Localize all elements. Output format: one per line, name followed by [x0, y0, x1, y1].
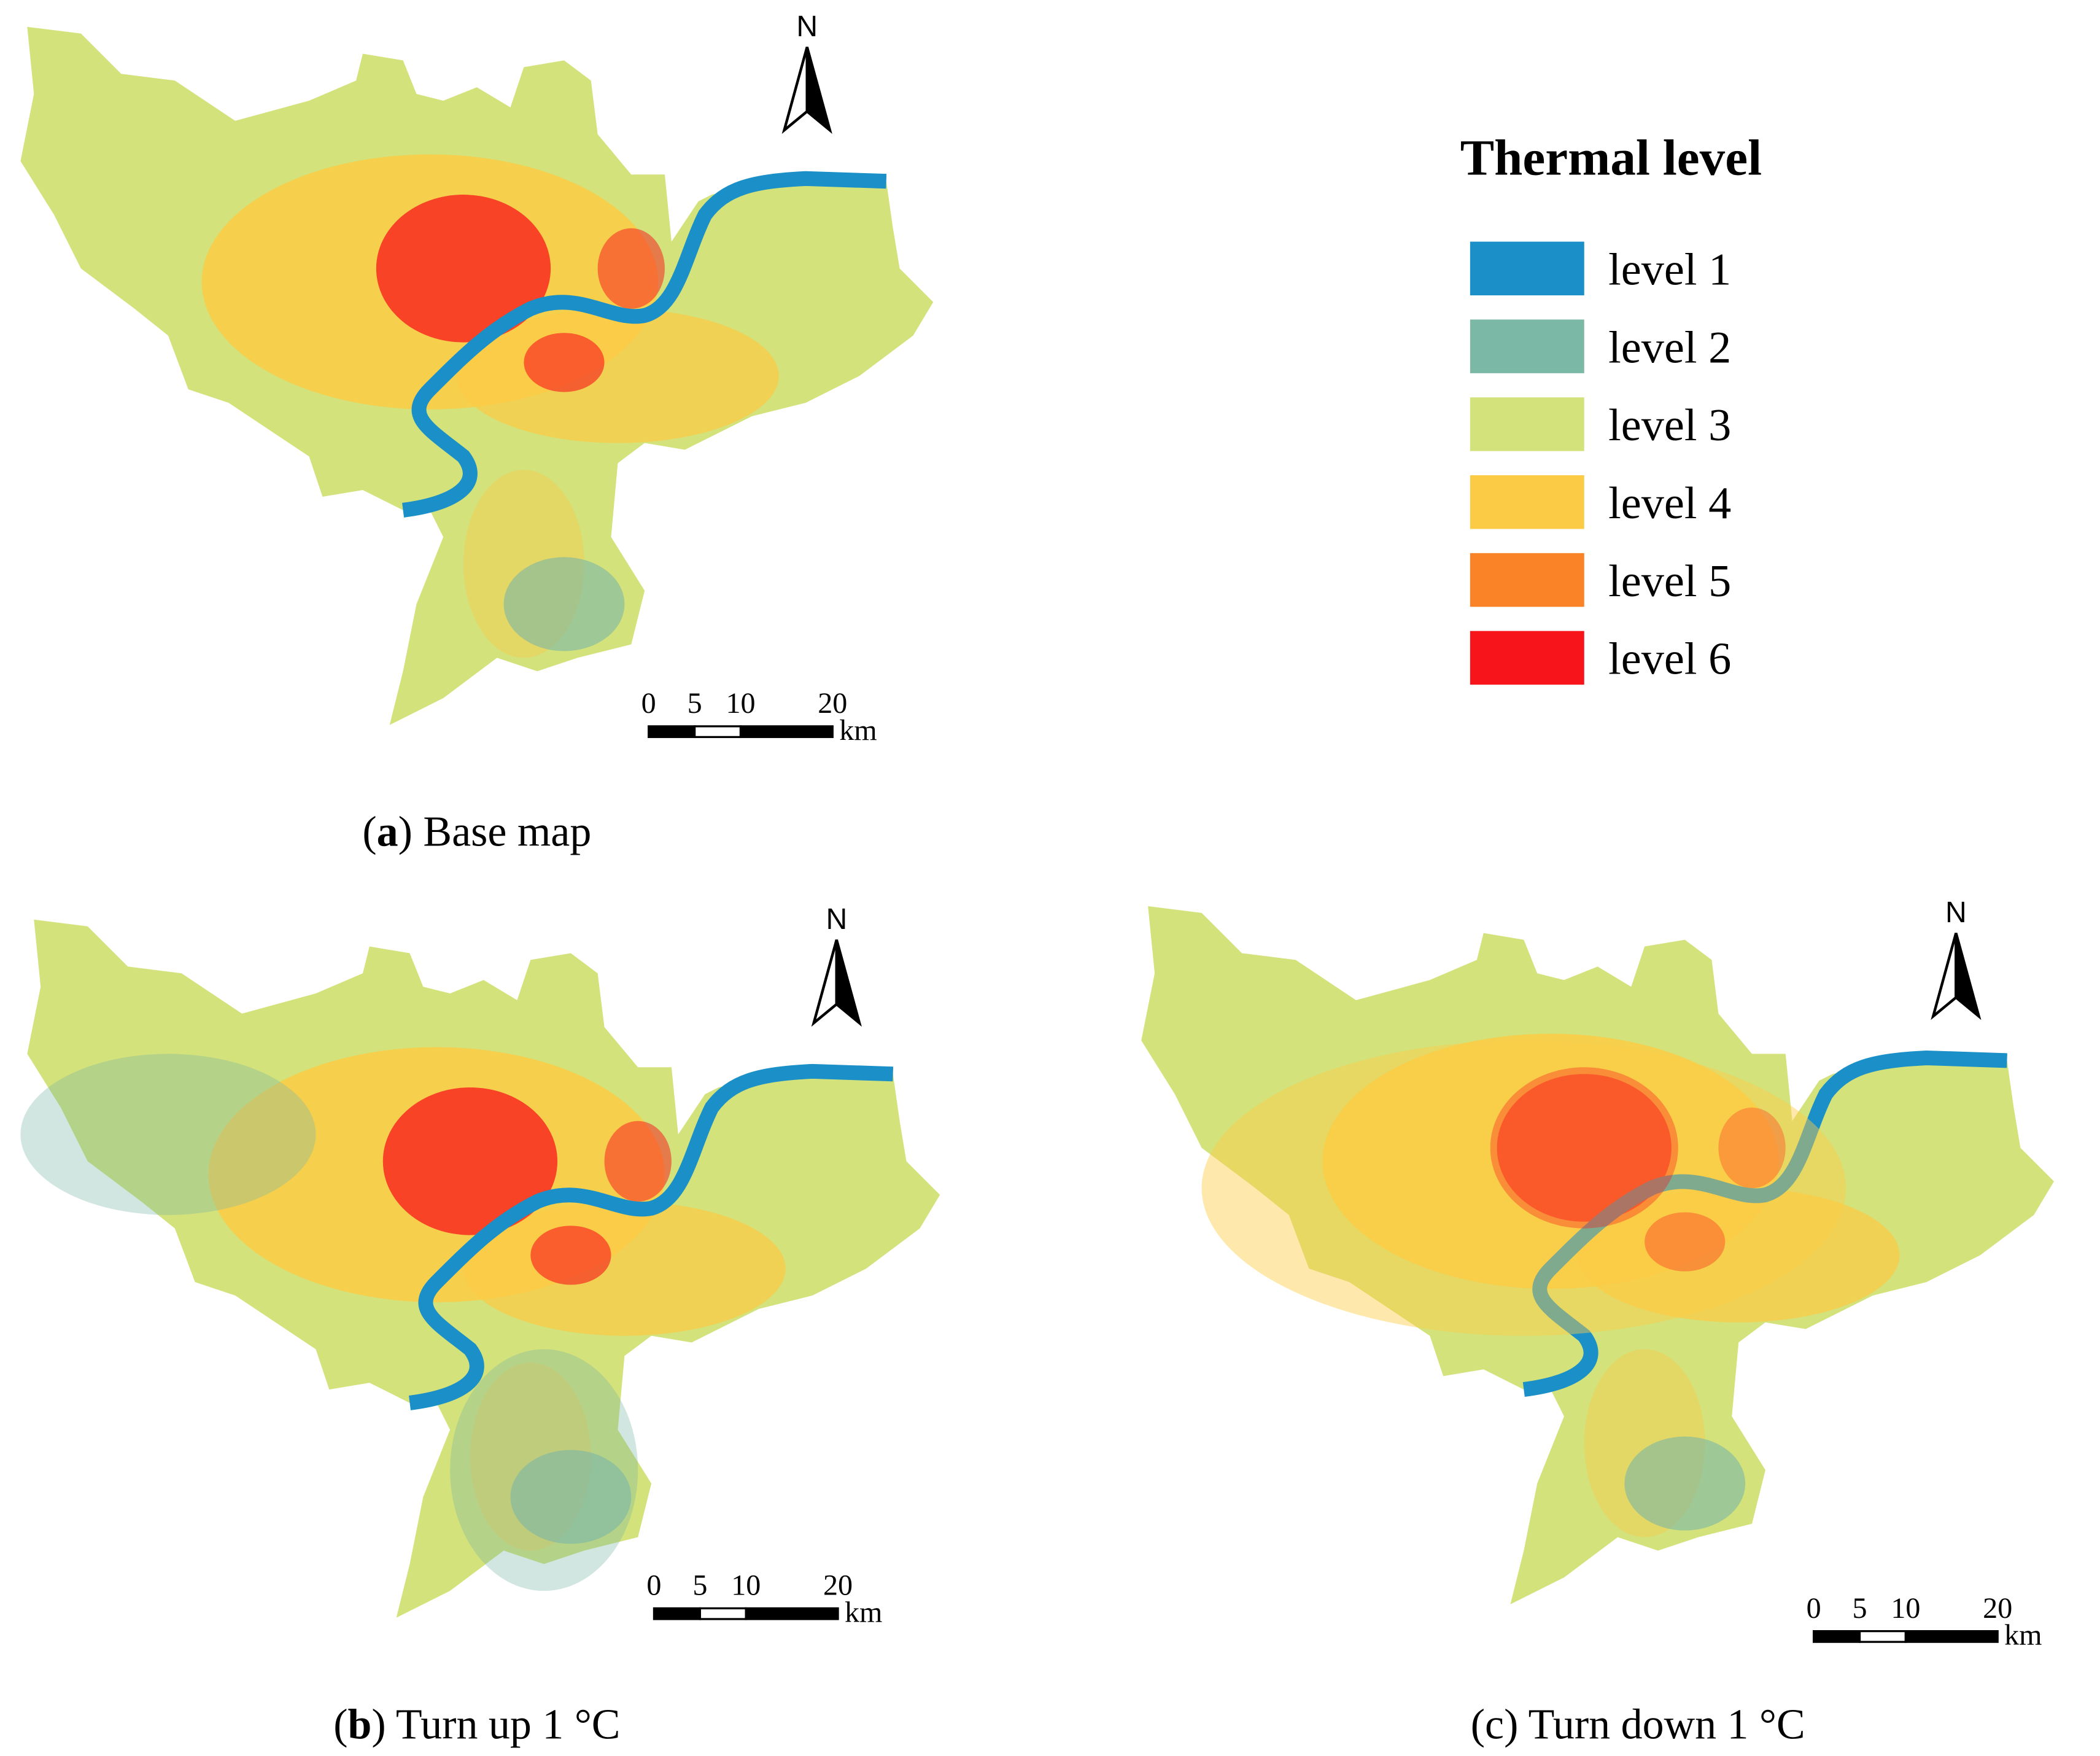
legend-swatch — [1470, 553, 1584, 607]
legend-label: level 5 — [1608, 556, 1731, 607]
caption: (b) Turn up 1 °C — [333, 1701, 620, 1749]
north-label: N — [1945, 896, 1967, 929]
scale-tick-label: 5 — [688, 687, 702, 720]
legend-label: level 1 — [1608, 245, 1731, 295]
scale-segment — [1813, 1630, 1861, 1643]
map-a — [20, 27, 933, 725]
caption-text: ) Turn up 1 °C — [371, 1701, 620, 1749]
scale-unit: km — [845, 1596, 882, 1628]
scale-unit: km — [839, 714, 877, 747]
scale-tick-label: 0 — [646, 1569, 661, 1602]
legend-swatch — [1470, 397, 1584, 451]
north-arrow-left — [811, 939, 839, 1027]
legend-label: level 6 — [1608, 634, 1731, 685]
map-b — [20, 920, 940, 1618]
caption-letter: a — [377, 809, 398, 856]
caption-text: ) Base map — [398, 809, 592, 856]
map-c — [1141, 906, 2054, 1604]
scale-tick-label: 0 — [641, 687, 656, 720]
scale-segment — [1904, 1630, 1999, 1643]
legend-label: level 3 — [1608, 400, 1731, 451]
legend-swatch — [1470, 319, 1584, 373]
caption-letter: b — [348, 1701, 372, 1749]
scale-tick-label: 0 — [1807, 1592, 1821, 1625]
scale-tick-label: 20 — [818, 687, 847, 720]
scale-tick-label: 5 — [692, 1569, 707, 1602]
scale-unit: km — [2004, 1619, 2042, 1652]
caption: (a) Base map — [362, 809, 591, 856]
north-label: N — [826, 903, 847, 936]
north-arrow-left — [1931, 933, 1958, 1020]
legend-swatch — [1470, 241, 1584, 296]
scale-tick-label: 20 — [1983, 1592, 2012, 1625]
scale-tick-label: 5 — [1853, 1592, 1867, 1625]
caption-text: ) Turn down 1 °C — [1504, 1701, 1805, 1749]
scale-segment — [653, 1607, 701, 1620]
north-arrow-right — [1955, 933, 1982, 1020]
legend-title: Thermal level — [1460, 129, 1762, 185]
caption-letter: c — [1485, 1701, 1504, 1749]
north-label: N — [796, 10, 818, 43]
scale-tick-label: 10 — [1891, 1592, 1920, 1625]
north-arrow-right — [835, 939, 862, 1027]
caption: (c) Turn down 1 °C — [1471, 1701, 1805, 1749]
legend-label: level 4 — [1608, 478, 1731, 529]
scale-segment — [1858, 1630, 1907, 1643]
caption-prefix: ( — [333, 1701, 347, 1749]
scale-segment — [648, 725, 696, 739]
north-arrow-left — [781, 46, 808, 134]
scale-segment — [699, 1607, 747, 1620]
legend-label: level 2 — [1608, 322, 1731, 373]
legend-swatch — [1470, 475, 1584, 529]
scale-segment — [745, 1607, 839, 1620]
scale-tick-label: 20 — [823, 1569, 853, 1602]
north-arrow-right — [805, 46, 832, 134]
caption-prefix: ( — [1471, 1701, 1485, 1749]
scale-segment — [693, 725, 742, 739]
caption-prefix: ( — [362, 809, 376, 856]
scale-tick-label: 10 — [731, 1569, 761, 1602]
scale-segment — [739, 725, 834, 739]
scale-tick-label: 10 — [726, 687, 755, 720]
legend-swatch — [1470, 631, 1584, 685]
